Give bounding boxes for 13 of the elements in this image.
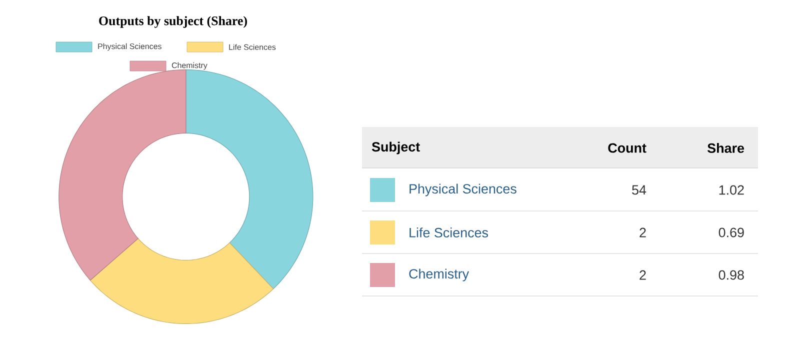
- chart-title: Outputs by subject (Share): [99, 16, 247, 28]
- data-label: 54: [632, 185, 646, 195]
- text: Share: [707, 143, 744, 153]
- text: Subject: [372, 142, 420, 154]
- category-label: Life Sciences: [410, 228, 488, 238]
- text: Count: [608, 143, 646, 153]
- category-label: Chemistry: [409, 268, 470, 282]
- data-label: 0.98: [718, 270, 744, 280]
- data-label: 0.69: [718, 228, 744, 238]
- data-label: 1.02: [719, 185, 744, 195]
- data-label: 2: [640, 228, 646, 238]
- data-label: 2: [640, 270, 646, 280]
- category-label: Physical Sciences: [410, 184, 516, 196]
